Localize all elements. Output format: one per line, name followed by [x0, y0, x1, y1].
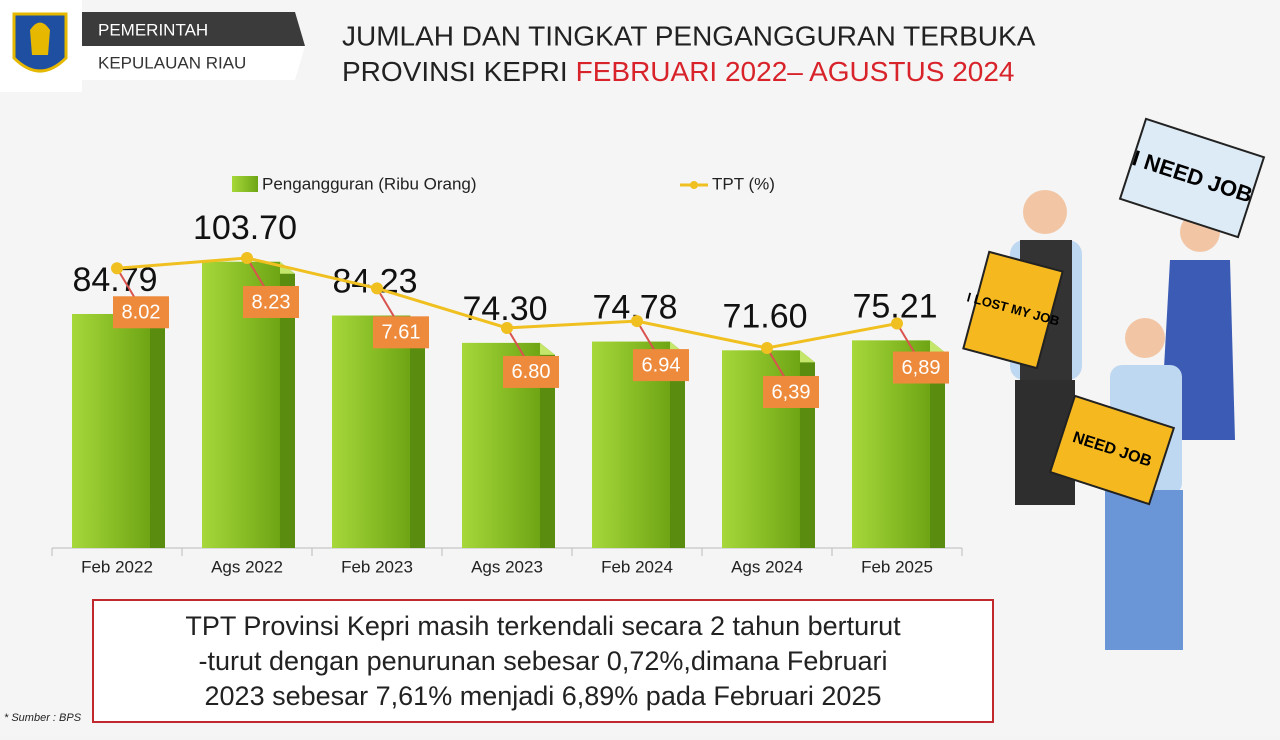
x-tick-label: Ags 2024	[731, 557, 803, 576]
legend-swatch	[232, 176, 258, 192]
banner-light	[82, 46, 305, 80]
title-main: PROVINSI KEPRI	[342, 56, 568, 87]
label-box	[373, 316, 429, 349]
tpt-label: 8.23	[252, 291, 291, 313]
tpt-label: 6,89	[902, 357, 941, 379]
bar-side	[280, 261, 295, 548]
note-line: 2023 sebesar 7,61% menjadi 6,89% pada Fe…	[205, 681, 882, 711]
x-tick-label: Feb 2025	[861, 557, 933, 576]
tpt-label: 6,39	[772, 381, 811, 403]
sign	[962, 250, 1064, 370]
bar-side	[670, 341, 685, 548]
bar-side	[150, 313, 165, 548]
x-tick-label: Ags 2023	[471, 557, 543, 576]
bar-side	[540, 342, 555, 548]
title-highlight: FEBRUARI 2022– AGUSTUS 2024	[576, 56, 1015, 87]
x-tick-label: Feb 2022	[81, 557, 153, 576]
legend-label: TPT (%)	[712, 174, 775, 193]
x-tick-label: Feb 2024	[601, 557, 673, 576]
trousers	[1105, 490, 1183, 650]
label-box	[893, 351, 949, 384]
value-label: 74.30	[462, 290, 547, 328]
header-line1: PEMERINTAH	[98, 20, 208, 39]
legend-dot	[690, 181, 698, 189]
bar-side	[410, 315, 425, 548]
tpt-label: 8.02	[122, 302, 161, 324]
tpt-point	[891, 317, 903, 330]
bar	[72, 313, 150, 548]
tpt-label: 6.80	[512, 361, 551, 383]
tpt-label: 6.94	[642, 354, 681, 376]
note-line: TPT Provinsi Kepri masih terkendali seca…	[185, 611, 901, 641]
x-tick-label: Feb 2023	[341, 557, 413, 576]
label-box	[763, 376, 819, 408]
chart: Feb 2022 Ags 2022 Feb 2023 Ags 2023 Feb 2024…	[51, 174, 963, 576]
label-box	[633, 349, 689, 382]
note-box	[92, 599, 994, 723]
label-box	[503, 355, 559, 388]
title-line1: JUMLAH DAN TINGKAT PENGANGGURAN TERBUKA	[342, 20, 1036, 51]
value-label: 71.60	[722, 297, 807, 335]
banner-dark	[82, 12, 305, 46]
legend-label: Pengangguran (Ribu Orang)	[262, 174, 477, 193]
value-label: 103.70	[193, 209, 297, 247]
bar-side	[930, 340, 945, 548]
tpt-point	[631, 315, 643, 328]
note: TPT Provinsi Kepri masih terkendali seca…	[185, 611, 901, 711]
source: * Sumber : BPS	[4, 712, 82, 724]
logo-detail	[30, 22, 50, 55]
title-line2: PROVINSI KEPRI FEBRUARI 2022– AGUSTUS 202…	[342, 56, 1015, 87]
tpt-point	[761, 342, 773, 354]
sign	[1118, 117, 1266, 239]
label-box	[243, 286, 299, 318]
bar	[332, 315, 410, 548]
sign	[1048, 394, 1176, 506]
illustration: I NEED JOB I LOST MY JOB NEED JOB	[962, 117, 1266, 650]
head	[1023, 190, 1067, 234]
tpt-label: 7.61	[382, 322, 421, 344]
head	[1125, 318, 1165, 358]
label-box	[113, 296, 169, 329]
tpt-point	[111, 262, 123, 275]
tpt-point	[241, 252, 253, 264]
header-line2: KEPULAUAN RIAU	[98, 53, 246, 72]
note-line: -turut dengan penurunan sebesar 0,72%,di…	[199, 646, 888, 676]
tpt-point	[501, 321, 513, 334]
tpt-point	[371, 282, 383, 295]
x-tick-label: Ags 2022	[211, 557, 283, 576]
